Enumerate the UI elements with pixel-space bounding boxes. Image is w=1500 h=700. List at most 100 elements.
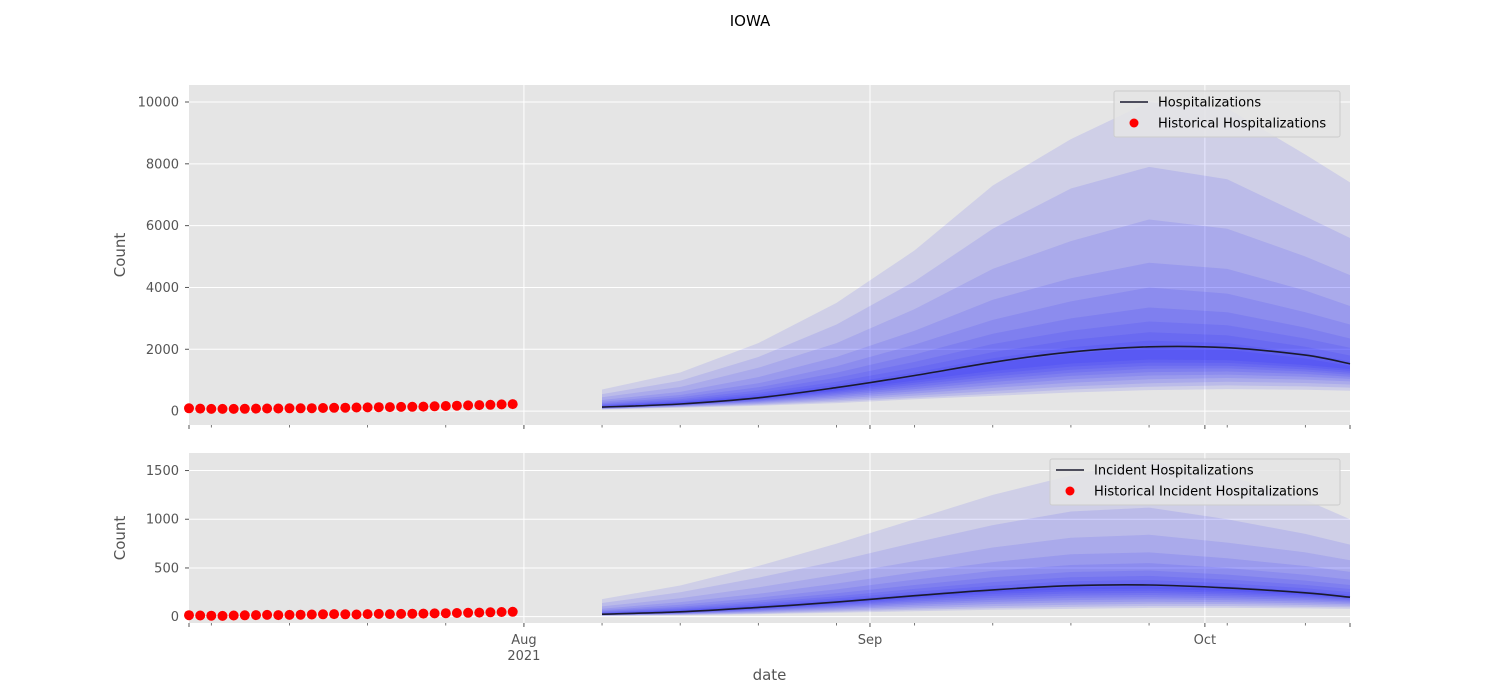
historical-point xyxy=(362,402,373,413)
historical-point xyxy=(273,403,284,414)
historical-point xyxy=(384,609,395,620)
y-axis-label: Count xyxy=(111,233,129,278)
historical-point xyxy=(351,402,362,413)
forecast-band-1 xyxy=(602,507,1350,616)
forecast-band-5 xyxy=(602,307,1350,409)
y-tick-label: 0 xyxy=(171,610,179,625)
y-axis-label: Count xyxy=(111,516,129,561)
historical-point xyxy=(306,609,317,620)
historical-point xyxy=(251,610,261,621)
forecast-band-5 xyxy=(602,570,1350,615)
forecast-band-1 xyxy=(602,166,1350,410)
historical-point xyxy=(418,608,429,619)
x-axis-label: date xyxy=(753,666,787,684)
bottom-panel-incident-hospitalizations: 0 500 1000 1500 Count Incident Hospitalizatio… xyxy=(111,453,1351,684)
x-tick-label: Sep xyxy=(858,633,883,648)
historical-point xyxy=(228,403,239,414)
legend-box xyxy=(1113,90,1341,138)
legend-box xyxy=(1049,458,1341,506)
historical-point xyxy=(429,608,440,619)
historical-point xyxy=(318,609,328,620)
historical-point xyxy=(329,609,340,620)
x-tick-sublabel: 2021 xyxy=(507,649,540,664)
historical-point xyxy=(351,609,362,620)
historical-point xyxy=(496,399,507,410)
historical-point xyxy=(206,610,217,621)
historical-point xyxy=(273,610,284,621)
historical-point xyxy=(451,400,462,411)
historical-point xyxy=(440,401,451,411)
historical-point xyxy=(228,610,239,621)
historical-point xyxy=(239,403,250,414)
historical-point xyxy=(474,400,485,411)
y-tick-label: 6000 xyxy=(146,219,179,234)
forecast-band-2 xyxy=(602,219,1350,409)
historical-point xyxy=(217,403,228,414)
historical-point xyxy=(474,607,485,618)
y-tick-label: 1500 xyxy=(146,464,179,479)
historical-point xyxy=(463,400,474,411)
legend-entry-historical: Historical Hospitalizations xyxy=(1158,117,1326,132)
y-tick-label: 8000 xyxy=(146,157,179,172)
median-forecast-line xyxy=(601,345,1351,408)
legend: Incident Hospitalizations Historical Inci… xyxy=(1049,458,1341,506)
historical-point xyxy=(463,607,474,618)
y-tick-label: 500 xyxy=(154,561,179,576)
historical-point xyxy=(217,610,228,621)
historical-point xyxy=(295,609,306,620)
historical-point xyxy=(496,607,507,617)
historical-point xyxy=(362,609,373,620)
forecast-band-4 xyxy=(602,287,1350,409)
historical-point xyxy=(184,610,194,621)
legend-point-swatch xyxy=(1129,118,1139,128)
forecast-band-3 xyxy=(602,262,1350,409)
historical-point xyxy=(373,608,384,619)
forecast-band-4 xyxy=(602,563,1350,616)
figure-title: IOWA xyxy=(730,12,771,30)
historical-point xyxy=(440,608,451,619)
x-tick-label: Oct xyxy=(1194,633,1216,648)
historical-point xyxy=(396,608,407,619)
legend-entry-forecast: Hospitalizations xyxy=(1158,96,1261,111)
historical-point xyxy=(507,399,518,410)
historical-point xyxy=(485,607,496,618)
forecast-band-2 xyxy=(602,534,1350,616)
historical-point xyxy=(407,401,418,412)
historical-point xyxy=(384,402,395,413)
legend-point-swatch xyxy=(1065,486,1075,496)
forecast-band-8 xyxy=(602,340,1350,408)
historical-point xyxy=(507,606,518,617)
historical-point xyxy=(262,609,273,620)
historical-point xyxy=(329,402,340,413)
historical-point xyxy=(340,609,351,620)
historical-point xyxy=(407,608,418,619)
historical-point xyxy=(295,403,306,414)
legend-entry-forecast: Incident Hospitalizations xyxy=(1094,464,1254,479)
forecast-bands xyxy=(602,460,1350,616)
historical-point xyxy=(429,401,440,412)
top-panel-hospitalizations: 0 2000 4000 6000 8000 10000 Count Hospitalizati… xyxy=(111,85,1351,429)
historical-point xyxy=(284,403,295,414)
historical-point xyxy=(318,403,328,413)
historical-point xyxy=(306,403,317,414)
forecast-bands xyxy=(602,102,1350,410)
historical-point xyxy=(485,399,496,410)
y-tick-label: 2000 xyxy=(146,343,179,358)
historical-point xyxy=(284,609,295,620)
median-forecast-line xyxy=(601,584,1351,615)
historical-point xyxy=(206,403,217,414)
y-tick-label: 1000 xyxy=(146,513,179,528)
historical-point xyxy=(262,403,273,414)
historical-point xyxy=(195,610,206,621)
historical-point xyxy=(239,610,250,621)
y-tick-label: 4000 xyxy=(146,281,179,296)
historical-point xyxy=(184,403,194,414)
x-tick-label: Aug xyxy=(511,633,536,648)
legend-entry-historical: Historical Incident Hospitalizations xyxy=(1094,485,1319,500)
historical-point xyxy=(418,401,429,412)
historical-point xyxy=(340,402,351,413)
historical-point xyxy=(396,401,407,412)
plot-area xyxy=(189,85,1350,425)
forecast-band-0 xyxy=(602,102,1350,410)
